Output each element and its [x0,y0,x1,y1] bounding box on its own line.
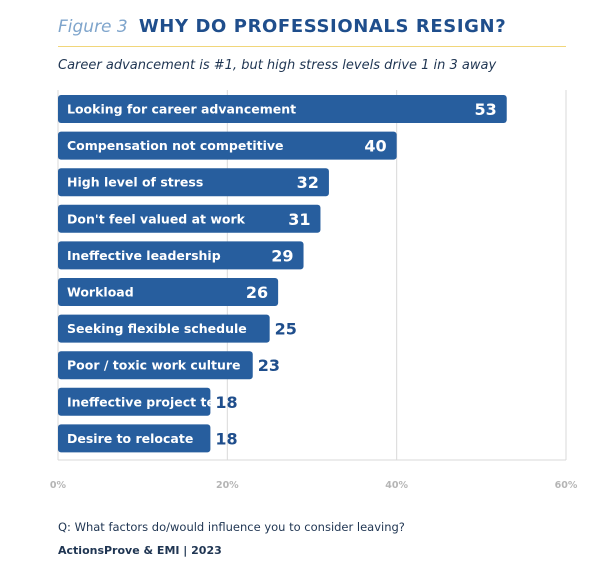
bar-value-label: 25 [275,320,297,339]
bar-value-label: 53 [474,100,496,119]
bar [58,387,211,416]
bar [58,241,304,270]
bar-value-label: 18 [215,393,237,412]
bar-value-label: 18 [215,429,237,448]
source-credit: ActionsProve & EMI | 2023 [58,544,222,557]
bar-category-label: Don't feel valued at work [67,211,246,226]
bar [58,168,329,197]
bar-category-label: Compensation not competitive [67,138,284,153]
bar-category-label: Ineffective leadership [67,248,221,263]
bar [58,424,211,453]
bar [58,204,321,233]
bar [58,95,507,123]
bar [58,314,270,343]
bar-category-label: Ineffective project team [67,394,236,409]
title-divider [58,46,566,47]
bar-category-label: High level of stress [67,175,203,190]
bar-category-label: Workload [67,285,134,300]
bar-value-label: 26 [246,283,268,302]
bar [58,278,279,306]
figure-label: Figure 3 [58,17,128,37]
bar [58,351,253,380]
x-tick-label: 20% [216,480,239,491]
x-tick-label: 60% [555,480,578,491]
x-tick-label: 40% [385,480,408,491]
bar-value-label: 40 [364,137,386,156]
bars: Looking for career advancement 53 Compensa… [58,95,507,453]
bar-category-label: Looking for career advancement [67,102,296,117]
bar-category-label: Poor / toxic work culture [67,358,241,373]
bar-value-label: 31 [288,210,310,229]
x-axis-ticks: 0% 20% 40% 60% [50,480,578,491]
survey-question: Q: What factors do/would influence you t… [58,520,405,534]
bar-category-label: Seeking flexible schedule [67,321,247,336]
chart-header: Figure 3 WHY DO PROFESSIONALS RESIGN? [58,16,568,44]
bar-value-label: 23 [258,356,280,375]
bar-category-label: Desire to relocate [67,431,193,446]
x-tick-label: 0% [50,480,67,491]
bar-value-label: 29 [271,246,293,265]
chart-subtitle: Career advancement is #1, but high stres… [58,58,497,73]
bar-value-label: 32 [297,173,319,192]
bar [58,131,397,160]
chart-title: WHY DO PROFESSIONALS RESIGN? [138,16,507,37]
